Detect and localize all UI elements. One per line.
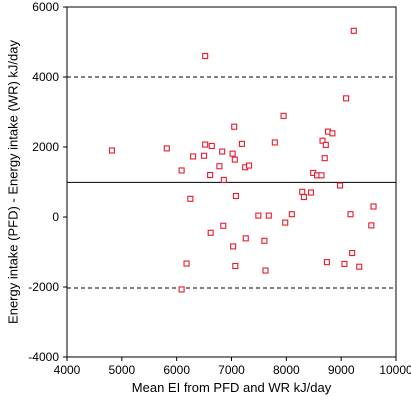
x-tick-label: 10000: [379, 363, 411, 377]
data-point: [245, 162, 253, 169]
y-tick-label: 6000: [32, 0, 59, 14]
data-point: [322, 141, 329, 148]
x-axis-ticks: 4000 5000 6000 7000 8000 9000 10000: [54, 357, 411, 377]
data-point: [262, 267, 269, 274]
y-tick-label: 2000: [32, 140, 59, 154]
data-point: [341, 260, 348, 267]
data-point: [202, 52, 209, 60]
data-point: [190, 153, 197, 160]
data-point: [318, 172, 325, 179]
data-point: [307, 189, 315, 196]
data-point: [178, 286, 185, 293]
data-point: [347, 211, 354, 218]
data-point: [288, 211, 295, 218]
data-point: [178, 167, 185, 174]
data-point: [220, 176, 227, 183]
data-point: [232, 262, 239, 270]
data-point: [202, 141, 209, 148]
x-tick-label: 5000: [108, 363, 135, 377]
data-points: [108, 27, 377, 293]
data-point: [219, 148, 226, 155]
data-point: [329, 130, 336, 137]
x-tick-label: 8000: [273, 363, 300, 377]
data-point: [208, 142, 215, 149]
data-point: [321, 155, 328, 162]
data-point: [343, 95, 350, 102]
data-point: [220, 222, 227, 229]
x-axis-title: Mean EI from PFD and WR kJ/day: [132, 380, 332, 395]
y-tick-label: 4000: [32, 70, 59, 84]
data-point: [265, 212, 272, 219]
data-point: [280, 112, 287, 119]
x-tick-label: 7000: [218, 363, 245, 377]
data-point: [229, 150, 236, 157]
data-point: [163, 145, 170, 152]
data-point: [201, 152, 208, 159]
y-tick-label: -4000: [28, 350, 59, 364]
data-point: [370, 203, 377, 210]
data-point: [238, 140, 245, 147]
data-point: [349, 250, 356, 257]
data-point: [282, 219, 289, 226]
data-point: [108, 147, 116, 154]
data-point: [216, 163, 223, 170]
x-tick-label: 4000: [54, 363, 81, 377]
data-point: [230, 243, 237, 250]
data-point: [183, 260, 190, 267]
reference-lines: [67, 76, 396, 289]
data-point: [368, 222, 375, 229]
data-point: [207, 229, 214, 236]
data-point: [242, 235, 249, 242]
data-point: [356, 263, 363, 270]
data-point: [231, 123, 238, 130]
y-tick-label: -2000: [28, 280, 59, 294]
data-point: [187, 195, 194, 202]
data-point: [337, 182, 344, 189]
y-axis-ticks: -4000 -2000 0 2000 4000 6000: [28, 0, 67, 364]
data-point: [350, 27, 357, 34]
y-tick-label: 0: [52, 210, 59, 224]
y-axis-title: Energy intake (PFD) - Energy intake (WR)…: [5, 40, 20, 324]
data-point: [231, 156, 238, 163]
data-point: [232, 192, 239, 200]
data-point: [319, 137, 326, 144]
data-point: [299, 188, 306, 195]
x-tick-label: 6000: [163, 363, 190, 377]
data-point: [207, 171, 214, 179]
data-point: [271, 139, 278, 146]
x-tick-label: 9000: [328, 363, 355, 377]
data-point: [261, 237, 268, 244]
data-point: [323, 259, 330, 266]
data-point: [300, 194, 307, 201]
data-point: [255, 212, 262, 219]
